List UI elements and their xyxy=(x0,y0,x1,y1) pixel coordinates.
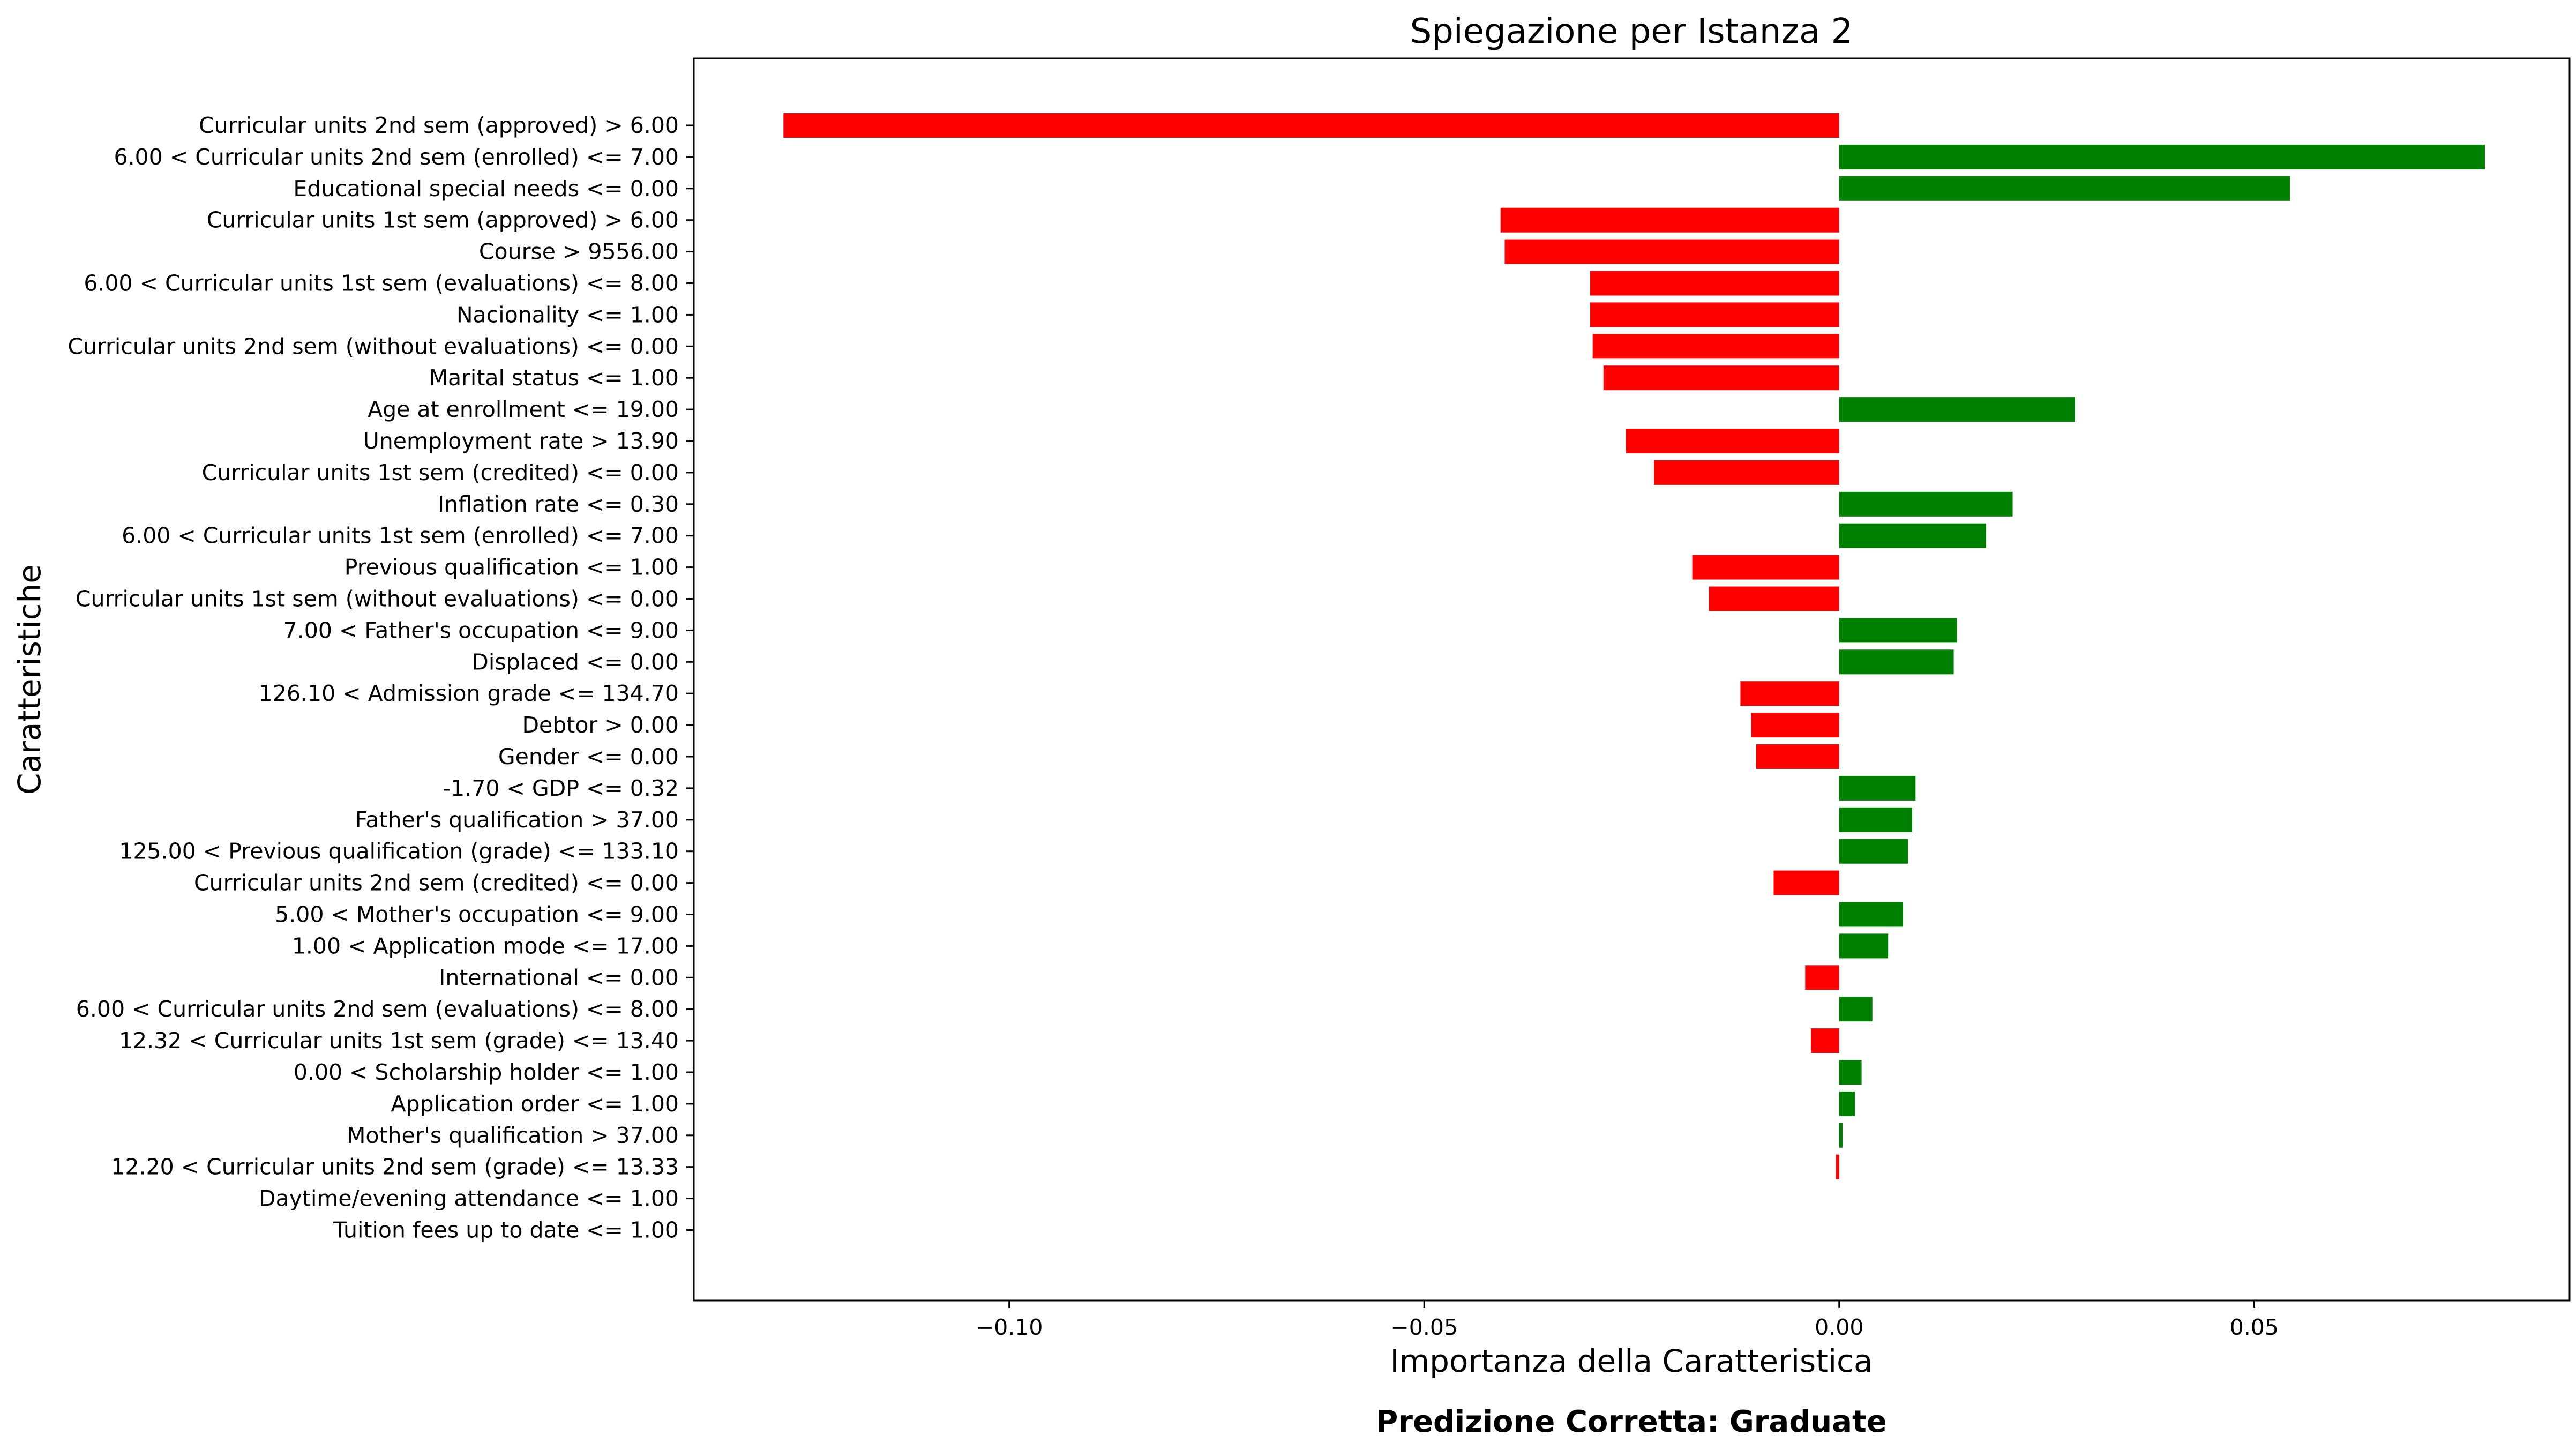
category-label: Father's qualification > 37.00 xyxy=(355,807,679,833)
category-label: Gender <= 0.00 xyxy=(498,744,679,769)
category-label: Application order <= 1.00 xyxy=(391,1091,679,1117)
bar-positive xyxy=(1839,997,1873,1022)
bar-positive xyxy=(1839,1060,1862,1085)
category-label: Previous qualification <= 1.00 xyxy=(345,555,679,580)
bar-positive xyxy=(1839,775,1916,801)
bar-negative xyxy=(1811,1028,1839,1053)
category-label: Marital status <= 1.00 xyxy=(429,365,679,391)
bar-positive xyxy=(1839,397,2075,422)
category-label: Curricular units 2nd sem (without evalua… xyxy=(68,333,679,359)
bar-negative xyxy=(1751,713,1839,738)
bar-negative xyxy=(1626,429,1839,453)
prediction-footer: Predizione Corretta: Graduate xyxy=(1376,1404,1886,1439)
category-label: 6.00 < Curricular units 1st sem (enrolle… xyxy=(122,523,679,549)
bar-negative xyxy=(1709,586,1839,611)
category-label: Daytime/evening attendance <= 1.00 xyxy=(259,1186,679,1212)
category-label: Curricular units 2nd sem (approved) > 6.… xyxy=(199,113,679,138)
category-label: Curricular units 1st sem (without evalua… xyxy=(76,586,679,612)
category-label: Displaced <= 0.00 xyxy=(471,649,679,675)
bar-negative xyxy=(1805,965,1839,990)
category-label: 12.20 < Curricular units 2nd sem (grade)… xyxy=(111,1154,679,1180)
bar-positive xyxy=(1839,523,1986,548)
x-tick-label: 0.00 xyxy=(1815,1314,1863,1340)
x-ticks-group: −0.10 −0.05 0.00 0.05 xyxy=(976,1300,2279,1340)
category-label: -1.70 < GDP <= 0.32 xyxy=(443,775,679,801)
bar-positive xyxy=(1839,1123,1843,1148)
bar-negative xyxy=(1603,365,1839,391)
category-label: International <= 0.00 xyxy=(439,965,679,990)
category-label: 5.00 < Mother's occupation <= 9.00 xyxy=(275,902,679,928)
bar-negative xyxy=(1773,870,1839,895)
category-label: 12.32 < Curricular units 1st sem (grade)… xyxy=(119,1028,679,1053)
category-label: Debtor > 0.00 xyxy=(522,712,679,738)
bar-positive xyxy=(1839,839,1908,864)
category-label: 7.00 < Father's occupation <= 9.00 xyxy=(283,617,679,643)
category-label: 0.00 < Scholarship holder <= 1.00 xyxy=(294,1059,679,1085)
bar-positive xyxy=(1839,933,1889,959)
x-axis-label: Importanza della Caratteristica xyxy=(1390,1343,1873,1379)
y-axis-label: Caratteristiche xyxy=(11,564,48,795)
bar-positive xyxy=(1839,144,2485,169)
bar-positive xyxy=(1839,902,1904,927)
bar-negative xyxy=(1592,334,1839,359)
category-label: 6.00 < Curricular units 1st sem (evaluat… xyxy=(84,271,679,296)
category-label: Curricular units 1st sem (credited) <= 0… xyxy=(202,460,679,485)
category-label: Tuition fees up to date <= 1.00 xyxy=(333,1217,679,1243)
plot-frame xyxy=(693,57,2571,1302)
bar-negative xyxy=(1836,1154,1839,1179)
category-label: Mother's qualification > 37.00 xyxy=(347,1123,679,1148)
category-label: 6.00 < Curricular units 2nd sem (evaluat… xyxy=(76,996,679,1022)
bar-negative xyxy=(1692,555,1839,580)
bar-positive xyxy=(1839,807,1913,832)
category-label: 126.10 < Admission grade <= 134.70 xyxy=(259,681,679,706)
bar-positive xyxy=(1839,649,1954,675)
category-labels-group: Curricular units 2nd sem (approved) > 6.… xyxy=(68,113,694,1243)
bar-negative xyxy=(783,113,1839,138)
category-label: 6.00 < Curricular units 2nd sem (enrolle… xyxy=(114,144,679,170)
category-label: Nacionality <= 1.00 xyxy=(456,302,679,327)
category-label: 125.00 < Previous qualification (grade) … xyxy=(119,839,679,864)
x-tick-label: −0.05 xyxy=(1390,1314,1458,1340)
category-label: Age at enrollment <= 19.00 xyxy=(368,397,679,422)
bar-negative xyxy=(1654,460,1839,485)
bar-negative xyxy=(1740,681,1839,706)
bar-positive xyxy=(1839,618,1957,643)
bar-negative xyxy=(1590,271,1839,296)
category-label: Educational special needs <= 0.00 xyxy=(293,176,679,201)
bar-negative xyxy=(1500,207,1839,233)
category-label: Inflation rate <= 0.30 xyxy=(438,491,679,517)
category-label: Curricular units 2nd sem (credited) <= 0… xyxy=(194,870,679,896)
bar-positive xyxy=(1839,491,2013,517)
bar-positive xyxy=(1839,1091,1855,1116)
bar-positive xyxy=(1839,176,2290,201)
bar-negative xyxy=(1590,302,1839,327)
category-label: Unemployment rate > 13.90 xyxy=(363,428,679,454)
x-tick-label: −0.10 xyxy=(976,1314,1043,1340)
chart-title: Spiegazione per Istanza 2 xyxy=(1410,12,1853,51)
bar-negative xyxy=(1756,744,1839,769)
bars-group xyxy=(783,113,2485,1179)
category-label: Course > 9556.00 xyxy=(479,239,679,265)
x-tick-label: 0.05 xyxy=(2230,1314,2279,1340)
bar-negative xyxy=(1504,239,1839,264)
category-label: Curricular units 1st sem (approved) > 6.… xyxy=(207,207,679,233)
category-label: 1.00 < Application mode <= 17.00 xyxy=(292,933,679,959)
